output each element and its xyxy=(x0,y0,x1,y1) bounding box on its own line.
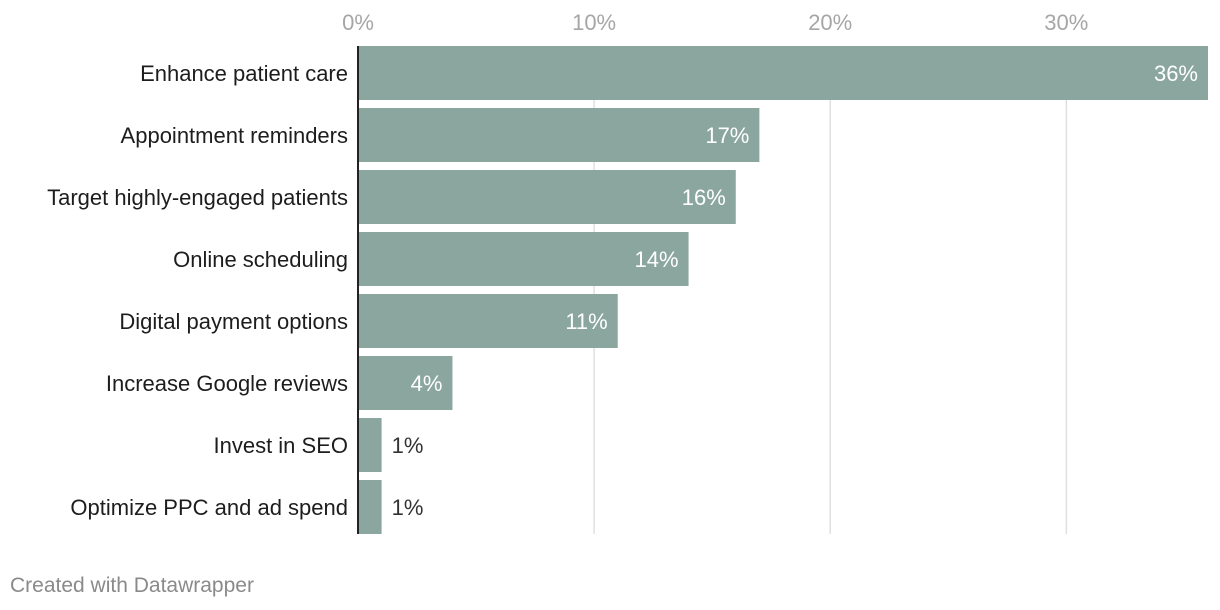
category-label: Online scheduling xyxy=(173,247,348,272)
category-label: Invest in SEO xyxy=(213,433,348,458)
value-label: 1% xyxy=(392,433,424,458)
bar xyxy=(358,232,689,286)
value-label: 4% xyxy=(411,371,443,396)
x-tick-label: 20% xyxy=(808,10,852,35)
category-label: Optimize PPC and ad spend xyxy=(70,495,348,520)
category-label: Appointment reminders xyxy=(121,123,348,148)
x-tick-label: 30% xyxy=(1044,10,1088,35)
bar xyxy=(358,418,382,472)
category-label: Increase Google reviews xyxy=(106,371,348,396)
bar xyxy=(358,108,760,162)
bar-chart: 0% 10% 20% 30% Enhance patient care Appointm… xyxy=(47,10,1208,534)
category-labels: Enhance patient care Appointment reminder… xyxy=(47,61,348,520)
category-label: Digital payment options xyxy=(119,309,348,334)
value-label: 16% xyxy=(682,185,726,210)
bar xyxy=(358,356,453,410)
category-label: Enhance patient care xyxy=(140,61,348,86)
credit-footer: Created with Datawrapper xyxy=(10,574,254,597)
value-labels: 36% 17% 16% 14% 11% 4% 1% 1% xyxy=(392,61,1198,520)
category-label: Target highly-engaged patients xyxy=(47,185,348,210)
value-label: 1% xyxy=(392,495,424,520)
value-label: 36% xyxy=(1154,61,1198,86)
x-tick-label: 10% xyxy=(572,10,616,35)
bars xyxy=(358,46,1208,534)
bar xyxy=(358,294,618,348)
x-tick-label: 0% xyxy=(342,10,374,35)
value-label: 11% xyxy=(565,309,607,334)
bar xyxy=(358,170,736,224)
bar xyxy=(358,480,382,534)
x-axis-ticks: 0% 10% 20% 30% xyxy=(342,10,1088,35)
value-label: 17% xyxy=(705,123,749,148)
value-label: 14% xyxy=(635,247,679,272)
bar xyxy=(358,46,1208,100)
